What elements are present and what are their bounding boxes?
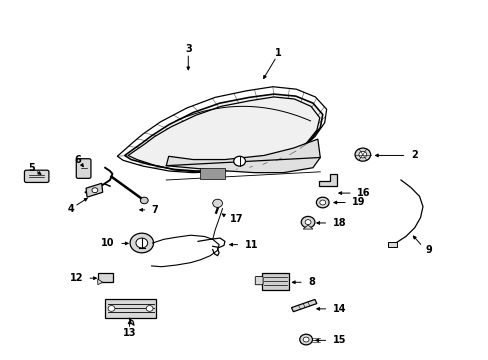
Circle shape (319, 200, 325, 205)
Text: 19: 19 (351, 198, 365, 207)
Text: 8: 8 (307, 277, 314, 287)
Polygon shape (387, 242, 396, 247)
Circle shape (316, 197, 328, 208)
Polygon shape (98, 279, 102, 285)
Text: 3: 3 (184, 44, 191, 54)
Polygon shape (291, 300, 316, 312)
Circle shape (140, 197, 148, 204)
Text: 11: 11 (244, 240, 258, 249)
FancyBboxPatch shape (76, 159, 91, 178)
Polygon shape (98, 273, 113, 282)
Text: 2: 2 (410, 150, 417, 161)
Polygon shape (261, 273, 289, 291)
Circle shape (299, 334, 312, 345)
Circle shape (92, 188, 98, 193)
Text: 6: 6 (75, 154, 81, 165)
Circle shape (358, 151, 366, 158)
Text: 12: 12 (69, 273, 83, 283)
Text: 18: 18 (332, 218, 346, 228)
Polygon shape (104, 299, 156, 318)
Text: 7: 7 (151, 205, 158, 215)
Text: 17: 17 (229, 214, 243, 224)
Text: 1: 1 (275, 48, 282, 58)
Text: 10: 10 (101, 238, 115, 248)
Text: 9: 9 (425, 244, 431, 255)
FancyBboxPatch shape (24, 170, 49, 183)
Circle shape (212, 199, 222, 207)
Circle shape (303, 337, 308, 342)
Polygon shape (303, 225, 312, 229)
Polygon shape (200, 168, 224, 179)
Circle shape (108, 306, 115, 311)
Polygon shape (318, 174, 337, 186)
Text: 16: 16 (356, 188, 370, 198)
Polygon shape (124, 94, 322, 171)
Polygon shape (166, 139, 320, 173)
Circle shape (146, 306, 153, 311)
FancyBboxPatch shape (255, 276, 263, 285)
Circle shape (301, 216, 314, 228)
Circle shape (136, 238, 147, 248)
Polygon shape (86, 183, 102, 197)
Circle shape (354, 148, 370, 161)
Circle shape (130, 233, 153, 253)
Text: 13: 13 (122, 328, 136, 338)
Circle shape (233, 156, 245, 166)
Circle shape (305, 220, 310, 225)
Text: 14: 14 (332, 304, 346, 314)
Text: 15: 15 (332, 336, 346, 345)
Text: 5: 5 (28, 163, 35, 173)
Text: 4: 4 (67, 204, 74, 213)
